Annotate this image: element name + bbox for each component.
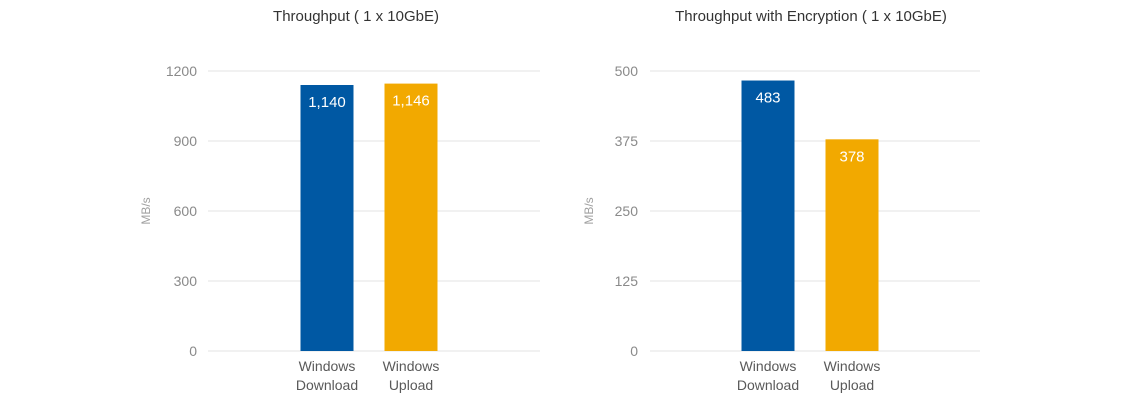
data-label: 1,146 [392,93,430,110]
category-label-line: Upload [389,377,433,393]
data-label: 378 [839,148,864,165]
bar [741,80,795,352]
category-label: Windows Download [737,358,799,393]
y-tick-label: 1200 [166,63,197,79]
y-tick-label: 0 [189,343,197,359]
category-label-line: Download [296,377,358,393]
y-tick-label: 250 [615,203,639,219]
category-label: Windows Download [296,358,358,393]
chart-title: Throughput with Encryption ( 1 x 10GbE) [675,8,947,25]
y-tick-label: 375 [615,133,639,149]
bar [825,139,879,351]
y-tick-label: 900 [174,133,198,149]
y-tick-label: 600 [174,203,198,219]
y-tick-label: 500 [615,63,639,79]
category-label: Windows Upload [824,358,881,393]
category-label-line: Windows [824,358,881,374]
y-axis-label: MB/s [582,197,596,224]
bar [300,85,354,351]
bar [384,83,438,351]
chart-title: Throughput ( 1 x 10GbE) [273,8,439,25]
data-label: 1,140 [308,94,346,111]
category-label-line: Windows [740,358,797,374]
category-label-line: Download [737,377,799,393]
data-label: 483 [755,90,780,107]
y-tick-label: 125 [615,273,639,289]
y-tick-label: 300 [174,273,198,289]
category-label-line: Windows [383,358,440,374]
category-label: Windows Upload [383,358,440,393]
category-label-line: Upload [830,377,874,393]
y-tick-label: 0 [630,343,638,359]
y-axis-label: MB/s [139,197,153,224]
category-label-line: Windows [299,358,356,374]
